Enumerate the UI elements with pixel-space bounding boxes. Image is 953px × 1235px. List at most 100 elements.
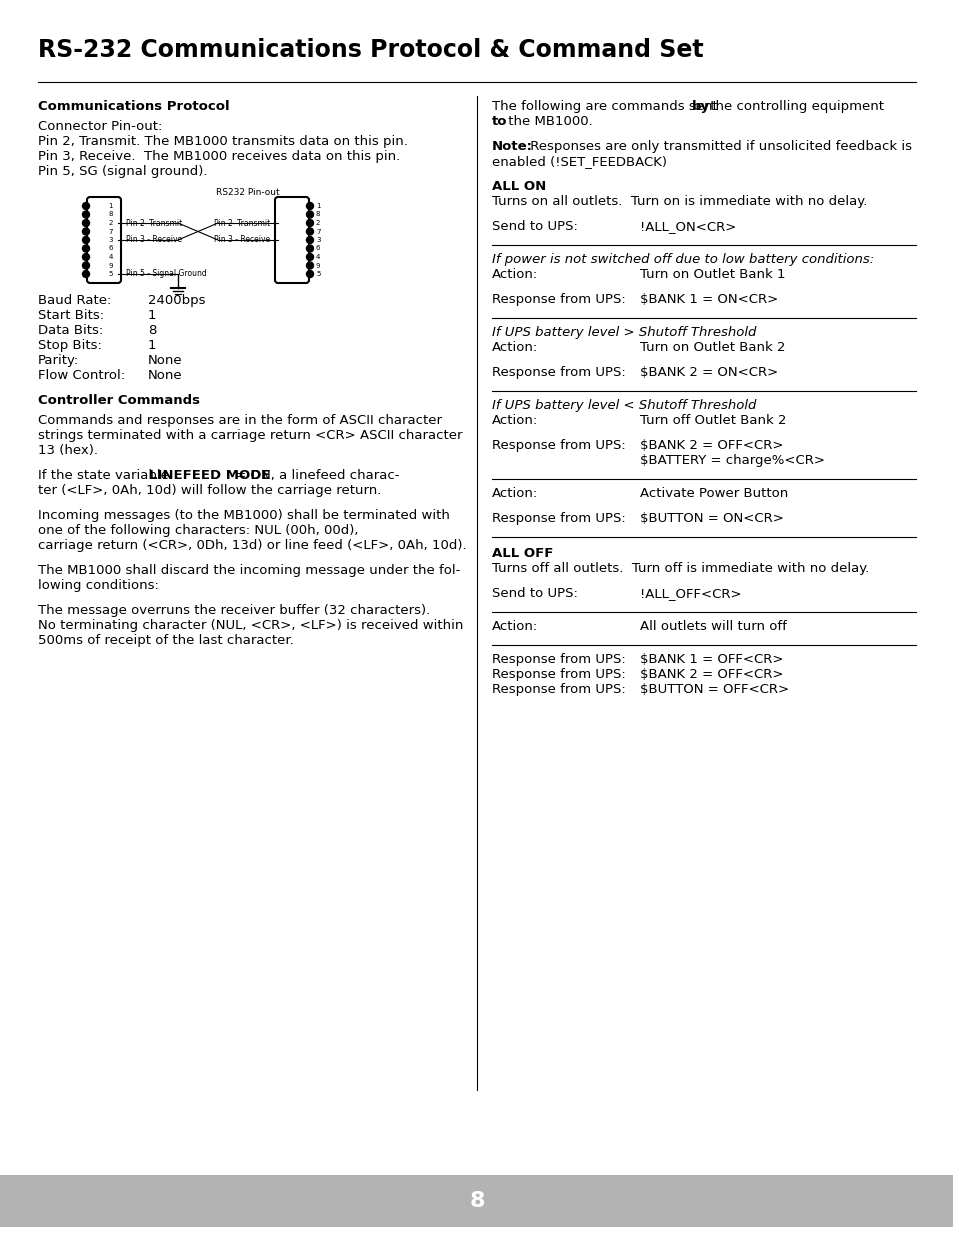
Circle shape — [306, 262, 314, 269]
Text: $BANK 2 = ON<CR>: $BANK 2 = ON<CR> — [639, 366, 778, 379]
Text: 2400bps: 2400bps — [148, 294, 205, 308]
Circle shape — [82, 211, 90, 219]
Text: Start Bits:: Start Bits: — [38, 309, 104, 322]
Text: None: None — [148, 354, 182, 367]
Circle shape — [306, 220, 314, 226]
Circle shape — [82, 228, 90, 235]
Text: Action:: Action: — [492, 620, 537, 634]
Text: 8: 8 — [148, 324, 156, 337]
Text: strings terminated with a carriage return <CR> ASCII character: strings terminated with a carriage retur… — [38, 429, 462, 442]
Text: 6: 6 — [109, 246, 112, 252]
Text: $BANK 1 = OFF<CR>: $BANK 1 = OFF<CR> — [639, 653, 782, 666]
Bar — [0, 1174, 953, 1228]
Text: Activate Power Button: Activate Power Button — [639, 487, 787, 500]
Text: If UPS battery level < Shutoff Threshold: If UPS battery level < Shutoff Threshold — [492, 399, 756, 412]
Text: Response from UPS:: Response from UPS: — [492, 366, 625, 379]
Text: ter (<LF>, 0Ah, 10d) will follow the carriage return.: ter (<LF>, 0Ah, 10d) will follow the car… — [38, 484, 381, 496]
Text: If UPS battery level > Shutoff Threshold: If UPS battery level > Shutoff Threshold — [492, 326, 756, 338]
Text: 9: 9 — [315, 263, 320, 268]
Text: Turn off Outlet Bank 2: Turn off Outlet Bank 2 — [639, 414, 785, 427]
Text: Baud Rate:: Baud Rate: — [38, 294, 112, 308]
Circle shape — [306, 245, 314, 252]
Text: Response from UPS:: Response from UPS: — [492, 683, 625, 697]
Circle shape — [82, 236, 90, 243]
Text: Stop Bits:: Stop Bits: — [38, 338, 102, 352]
Text: Pin 5, SG (signal ground).: Pin 5, SG (signal ground). — [38, 165, 208, 178]
Text: lowing conditions:: lowing conditions: — [38, 579, 159, 592]
Text: Data Bits:: Data Bits: — [38, 324, 103, 337]
Text: $BANK 2 = OFF<CR>: $BANK 2 = OFF<CR> — [639, 438, 782, 452]
Text: 5: 5 — [315, 270, 320, 277]
Text: None: None — [148, 369, 182, 382]
Circle shape — [306, 211, 314, 219]
Text: If the state variable: If the state variable — [38, 469, 172, 482]
Text: ALL ON: ALL ON — [492, 180, 546, 193]
Text: $BATTERY = charge%<CR>: $BATTERY = charge%<CR> — [639, 454, 824, 467]
Circle shape — [82, 245, 90, 252]
Text: 6: 6 — [315, 246, 320, 252]
Text: one of the following characters: NUL (00h, 00d),: one of the following characters: NUL (00… — [38, 524, 358, 537]
Text: 5: 5 — [109, 270, 112, 277]
Text: Action:: Action: — [492, 268, 537, 282]
Text: 8: 8 — [469, 1191, 484, 1212]
Text: 9: 9 — [109, 263, 112, 268]
Text: carriage return (<CR>, 0Dh, 13d) or line feed (<LF>, 0Ah, 10d).: carriage return (<CR>, 0Dh, 13d) or line… — [38, 538, 466, 552]
Text: 2: 2 — [109, 220, 112, 226]
Text: 3: 3 — [109, 237, 112, 243]
Circle shape — [82, 262, 90, 269]
Text: the controlling equipment: the controlling equipment — [705, 100, 883, 112]
Text: Incoming messages (to the MB1000) shall be terminated with: Incoming messages (to the MB1000) shall … — [38, 509, 450, 522]
Text: If power is not switched off due to low battery conditions:: If power is not switched off due to low … — [492, 253, 873, 266]
Text: Response from UPS:: Response from UPS: — [492, 653, 625, 666]
Circle shape — [306, 228, 314, 235]
Text: Pin 2 -Transmit: Pin 2 -Transmit — [213, 219, 270, 227]
Text: !ALL_OFF<CR>: !ALL_OFF<CR> — [639, 587, 740, 600]
Text: $BUTTON = OFF<CR>: $BUTTON = OFF<CR> — [639, 683, 788, 697]
Circle shape — [82, 253, 90, 261]
Text: Action:: Action: — [492, 414, 537, 427]
Text: Send to UPS:: Send to UPS: — [492, 220, 578, 233]
Text: Send to UPS:: Send to UPS: — [492, 587, 578, 600]
Text: 7: 7 — [315, 228, 320, 235]
Circle shape — [306, 253, 314, 261]
Text: by: by — [691, 100, 709, 112]
Text: 1: 1 — [148, 338, 156, 352]
Text: LINEFEED MODE: LINEFEED MODE — [149, 469, 271, 482]
FancyBboxPatch shape — [87, 198, 121, 283]
Text: 8: 8 — [315, 211, 320, 217]
Circle shape — [82, 220, 90, 226]
Text: Turn on Outlet Bank 2: Turn on Outlet Bank 2 — [639, 341, 784, 354]
Text: 8: 8 — [109, 211, 112, 217]
Text: Response from UPS:: Response from UPS: — [492, 293, 625, 306]
Text: 2: 2 — [315, 220, 320, 226]
Text: Pin 2, Transmit. The MB1000 transmits data on this pin.: Pin 2, Transmit. The MB1000 transmits da… — [38, 135, 408, 148]
Circle shape — [82, 203, 90, 210]
Text: RS-232 Communications Protocol & Command Set: RS-232 Communications Protocol & Command… — [38, 38, 703, 62]
Text: Action:: Action: — [492, 487, 537, 500]
Text: 1: 1 — [315, 203, 320, 209]
Text: Response from UPS:: Response from UPS: — [492, 668, 625, 680]
Text: Connector Pin-out:: Connector Pin-out: — [38, 120, 162, 133]
Text: Pin 3, Receive.  The MB1000 receives data on this pin.: Pin 3, Receive. The MB1000 receives data… — [38, 149, 400, 163]
Text: the MB1000.: the MB1000. — [503, 115, 592, 128]
Text: 1: 1 — [148, 309, 156, 322]
FancyBboxPatch shape — [274, 198, 309, 283]
Circle shape — [306, 270, 314, 278]
Text: $BANK 2 = OFF<CR>: $BANK 2 = OFF<CR> — [639, 668, 782, 680]
Circle shape — [306, 203, 314, 210]
Text: Action:: Action: — [492, 341, 537, 354]
Text: $BUTTON = ON<CR>: $BUTTON = ON<CR> — [639, 513, 783, 525]
Circle shape — [82, 270, 90, 278]
Text: 4: 4 — [109, 254, 112, 261]
Text: 4: 4 — [315, 254, 320, 261]
Text: 500ms of receipt of the last character.: 500ms of receipt of the last character. — [38, 634, 294, 647]
Text: 7: 7 — [109, 228, 112, 235]
Text: Pin 3 - Receive: Pin 3 - Receive — [126, 236, 182, 245]
Text: !ALL_ON<CR>: !ALL_ON<CR> — [639, 220, 736, 233]
Text: Turns off all outlets.  Turn off is immediate with no delay.: Turns off all outlets. Turn off is immed… — [492, 562, 868, 576]
Text: The MB1000 shall discard the incoming message under the fol-: The MB1000 shall discard the incoming me… — [38, 564, 460, 577]
Text: Responses are only transmitted if unsolicited feedback is: Responses are only transmitted if unsoli… — [525, 140, 911, 153]
Text: to: to — [492, 115, 507, 128]
Text: Flow Control:: Flow Control: — [38, 369, 125, 382]
Text: Parity:: Parity: — [38, 354, 79, 367]
